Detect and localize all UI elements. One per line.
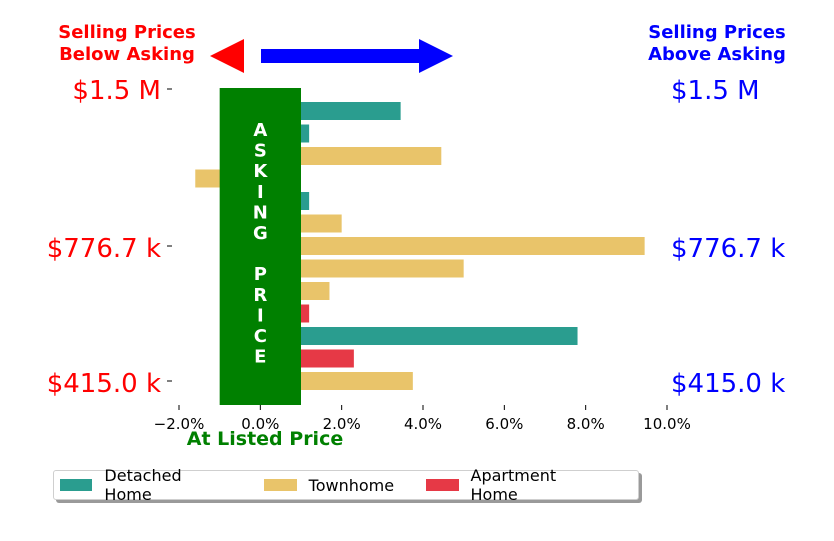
price-left-top: $1.5 M (72, 76, 161, 106)
x-axis: −2.0% 0.0% 2.0% 4.0% 6.0% 8.0% 10.0% (154, 405, 691, 433)
bar-townhome-7 (260, 259, 464, 278)
price-right-top: $1.5 M (671, 76, 760, 106)
x-tick-label-4: 6.0% (485, 415, 523, 433)
asking-letter-1: S (254, 141, 267, 162)
price-right-mid: $776.7 k (671, 234, 785, 264)
header-right-line2: Above Asking (648, 44, 786, 65)
asking-letter-5: G (253, 223, 268, 244)
asking-letter-0: A (253, 120, 267, 141)
header-left-line1: Selling Prices (58, 22, 195, 43)
legend-item-detached: Detached Home (60, 466, 232, 504)
legend-label-apartment: Apartment Home (470, 466, 557, 504)
left-arrow-icon (210, 39, 244, 73)
asking-letter-4: N (253, 202, 268, 223)
legend-swatch-townhome (263, 479, 297, 491)
legend-item-townhome: Townhome (263, 475, 395, 495)
listed-price-label: At Listed Price (187, 428, 343, 450)
header-left-line2: Below Asking (59, 44, 195, 65)
x-tick-label-1: 0.0% (241, 415, 279, 433)
asking-letter-10: C (254, 326, 267, 347)
legend-swatch-apartment (426, 479, 459, 491)
asking-letter-11: E (254, 347, 266, 368)
x-tick-label-5: 8.0% (567, 415, 605, 433)
asking-letter-9: I (257, 305, 264, 326)
legend-label-detached: Detached Home (104, 466, 182, 504)
legend-label-townhome: Townhome (308, 475, 395, 495)
asking-letter-8: R (253, 285, 267, 306)
x-tick-label-3: 4.0% (404, 415, 442, 433)
header-right-line1: Selling Prices (648, 22, 785, 43)
x-tick-label-6: 10.0% (643, 415, 691, 433)
asking-letter-2: K (253, 161, 268, 182)
price-left-bottom: $415.0 k (47, 369, 161, 399)
asking-letter-3: I (257, 182, 264, 203)
x-tick-label-0: −2.0% (154, 415, 205, 433)
bar-townhome-6 (260, 237, 645, 255)
legend: Detached Home Townhome Apartment Home (53, 466, 639, 504)
price-right-bottom: $415.0 k (671, 369, 785, 399)
price-axis-right: $1.5 M $776.7 k $415.0 k (671, 76, 785, 399)
bar-detached-home-10 (260, 327, 578, 345)
asking-price-band (219, 88, 301, 405)
legend-swatch-detached (60, 479, 93, 491)
price-axis-left: $1.5 M $776.7 k $415.0 k (47, 76, 161, 399)
x-tick-label-2: 2.0% (323, 415, 361, 433)
asking-letter-7: P (254, 264, 267, 285)
right-arrow-icon (261, 39, 453, 73)
price-axis-left-ticks (167, 88, 172, 382)
price-left-mid: $776.7 k (47, 234, 161, 264)
legend-item-apartment: Apartment Home (426, 466, 606, 504)
bar-townhome-2 (260, 147, 442, 165)
